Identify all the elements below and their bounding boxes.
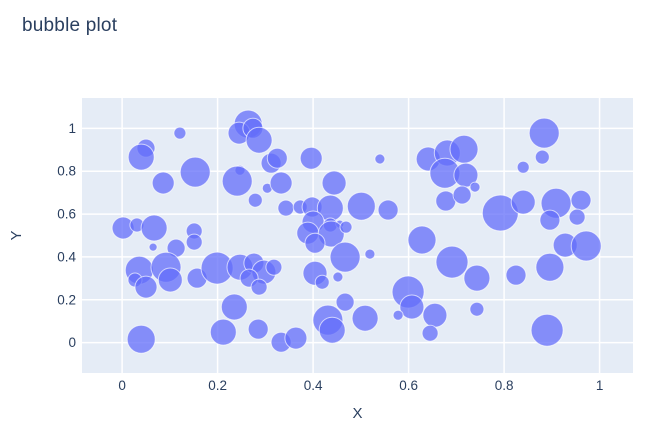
bubble[interactable] bbox=[314, 274, 330, 290]
bubble[interactable] bbox=[179, 156, 211, 188]
bubble[interactable] bbox=[469, 181, 481, 193]
bubble[interactable] bbox=[126, 324, 156, 354]
bubble[interactable] bbox=[422, 302, 448, 328]
bubble[interactable] bbox=[185, 233, 203, 251]
bubble[interactable] bbox=[516, 160, 530, 174]
chart-title: bubble plot bbox=[22, 15, 118, 36]
x-tick-label: 1 bbox=[596, 378, 604, 393]
y-tick-label: 0 bbox=[68, 335, 76, 350]
x-tick-label: 0.4 bbox=[304, 378, 323, 393]
bubble[interactable] bbox=[127, 143, 155, 171]
bubble[interactable] bbox=[140, 214, 168, 242]
y-axis-title: Y bbox=[8, 230, 25, 240]
y-tick-label: 1 bbox=[68, 121, 76, 136]
bubble[interactable] bbox=[173, 126, 187, 140]
bubble[interactable] bbox=[346, 191, 376, 221]
x-tick-label: 0 bbox=[118, 378, 126, 393]
bubble[interactable] bbox=[568, 208, 586, 226]
x-axis-title: X bbox=[352, 405, 362, 422]
bubble[interactable] bbox=[277, 199, 295, 217]
bubble[interactable] bbox=[570, 230, 602, 262]
bubble[interactable] bbox=[407, 225, 437, 255]
bubble[interactable] bbox=[221, 165, 253, 197]
bubble[interactable] bbox=[435, 245, 469, 279]
bubble[interactable] bbox=[364, 248, 376, 260]
bubble[interactable] bbox=[534, 149, 550, 165]
bubble[interactable] bbox=[304, 232, 326, 254]
bubble[interactable] bbox=[269, 171, 293, 195]
bubble[interactable] bbox=[469, 301, 485, 317]
x-tick-label: 0.8 bbox=[495, 378, 514, 393]
y-tick-label: 0.8 bbox=[57, 164, 76, 179]
bubble[interactable] bbox=[247, 318, 269, 340]
bubble[interactable] bbox=[392, 309, 404, 321]
bubble[interactable] bbox=[250, 278, 268, 296]
bubble[interactable] bbox=[421, 324, 439, 342]
bubble[interactable] bbox=[329, 241, 361, 273]
y-tick-label: 0.2 bbox=[57, 292, 76, 307]
bubble[interactable] bbox=[339, 220, 353, 234]
bubble[interactable] bbox=[134, 275, 158, 299]
bubble[interactable] bbox=[247, 192, 263, 208]
bubble[interactable] bbox=[535, 252, 565, 282]
bubble[interactable] bbox=[530, 313, 564, 347]
y-tick-label: 0.4 bbox=[57, 249, 76, 264]
bubble[interactable] bbox=[209, 318, 237, 346]
bubble[interactable] bbox=[510, 189, 536, 215]
y-tick-label: 0.6 bbox=[57, 207, 76, 222]
bubble[interactable] bbox=[266, 147, 288, 169]
bubble[interactable] bbox=[539, 209, 561, 231]
bubble[interactable] bbox=[528, 117, 560, 149]
bubble[interactable] bbox=[284, 326, 308, 350]
x-tick-label: 0.2 bbox=[208, 378, 227, 393]
bubble[interactable] bbox=[335, 292, 355, 312]
bubble[interactable] bbox=[220, 293, 248, 321]
bubble[interactable] bbox=[449, 134, 479, 164]
bubble[interactable] bbox=[157, 267, 183, 293]
bubble[interactable] bbox=[505, 264, 527, 286]
bubble[interactable] bbox=[463, 264, 491, 292]
x-tick-label: 0.6 bbox=[399, 378, 418, 393]
bubble[interactable] bbox=[245, 126, 273, 154]
bubble[interactable] bbox=[299, 146, 323, 170]
bubble[interactable] bbox=[351, 304, 379, 332]
bubble[interactable] bbox=[321, 170, 347, 196]
bubble[interactable] bbox=[399, 294, 425, 320]
bubble[interactable] bbox=[332, 271, 344, 283]
bubble[interactable] bbox=[265, 258, 283, 276]
bubble[interactable] bbox=[570, 189, 592, 211]
bubble[interactable] bbox=[374, 153, 386, 165]
bubble[interactable] bbox=[151, 171, 175, 195]
bubble[interactable] bbox=[377, 199, 399, 221]
bubble[interactable] bbox=[452, 185, 472, 205]
bubble[interactable] bbox=[318, 316, 346, 344]
bubble[interactable] bbox=[148, 242, 158, 252]
